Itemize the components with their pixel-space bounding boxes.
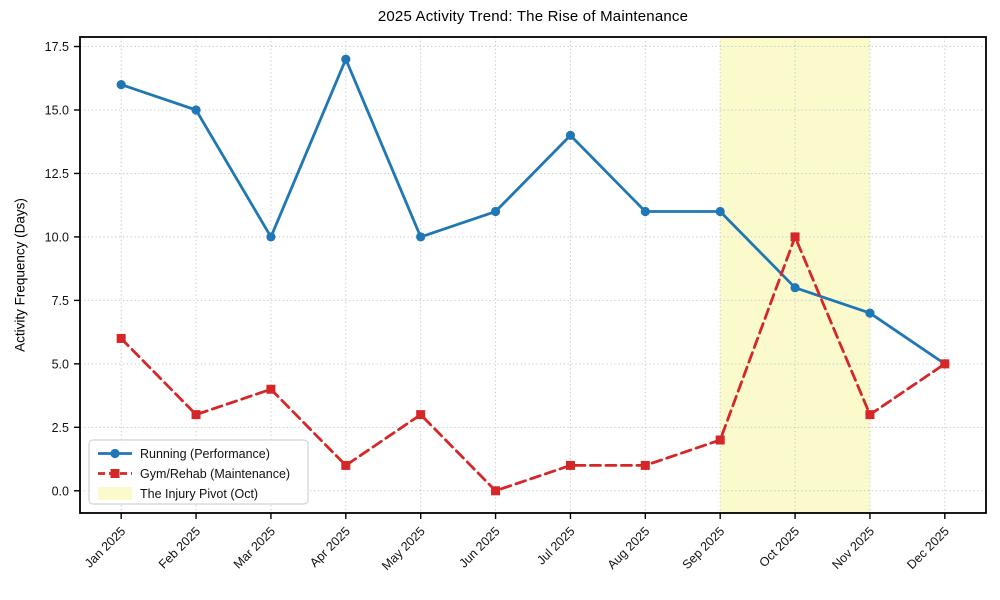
y-tick-label: 10.0 <box>45 230 69 244</box>
x-tick-label: Apr 2025 <box>307 524 353 570</box>
data-point-marker <box>790 232 800 242</box>
data-point-marker <box>565 460 575 470</box>
series-running <box>116 54 950 369</box>
series-gym-rehab <box>116 232 950 496</box>
y-tick-label: 2.5 <box>52 421 69 435</box>
data-point-marker <box>715 206 725 217</box>
data-point-marker <box>191 410 201 420</box>
data-point-marker <box>266 384 276 394</box>
data-point-marker <box>116 80 126 90</box>
x-tick-label: Dec 2025 <box>904 524 952 572</box>
x-tick-label: Oct 2025 <box>756 524 802 570</box>
x-tick-label: Aug 2025 <box>605 524 653 572</box>
data-point-marker <box>865 308 875 318</box>
x-tick-label: Jul 2025 <box>534 524 577 567</box>
data-point-marker <box>715 435 725 445</box>
data-point-marker <box>940 359 950 369</box>
y-tick-label: 7.5 <box>52 294 69 308</box>
y-tick-label: 0.0 <box>52 484 69 498</box>
x-tick-label: Nov 2025 <box>829 524 877 572</box>
y-tick-labels: 0.0 2.5 5.0 7.5 10.0 12.5 15.0 17.5 <box>45 40 69 498</box>
legend-label: Gym/Rehab (Maintenance) <box>140 467 290 481</box>
legend-marker-circle <box>110 448 120 459</box>
legend-marker-square <box>110 469 120 478</box>
chart-title: 2025 Activity Trend: The Rise of Mainten… <box>377 8 689 25</box>
data-point-marker <box>640 460 650 470</box>
data-point-marker <box>341 54 351 64</box>
data-point-marker <box>266 232 276 242</box>
data-point-marker <box>565 130 576 140</box>
data-point-marker <box>341 460 351 470</box>
x-tick-label: Feb 2025 <box>156 524 203 571</box>
x-tick-label: Sep 2025 <box>680 524 728 572</box>
data-point-marker <box>790 283 800 293</box>
data-point-marker <box>490 206 501 217</box>
data-point-marker <box>416 410 426 420</box>
y-tick-label: 17.5 <box>45 40 69 54</box>
plot-border <box>79 36 987 514</box>
legend-band-sample <box>98 487 132 500</box>
data-point-marker <box>416 232 426 242</box>
data-point-marker <box>640 206 650 217</box>
legend: Running (Performance) Gym/Rehab (Maintena… <box>88 439 309 505</box>
x-tick-labels: Jan 2025 Feb 2025 Mar 2025 Apr 2025 May 2025… <box>82 524 952 573</box>
x-tick-label: Mar 2025 <box>231 524 278 571</box>
legend-label: The Injury Pivot (Oct) <box>140 487 258 501</box>
x-tick-label: Jun 2025 <box>456 524 502 570</box>
data-point-marker <box>191 105 201 115</box>
y-tick-label: 12.5 <box>45 167 69 181</box>
data-point-marker <box>491 486 501 496</box>
x-tick-label: Jan 2025 <box>82 524 128 570</box>
legend-box <box>88 439 309 505</box>
y-tick-label: 5.0 <box>52 357 69 371</box>
x-tick-label: May 2025 <box>379 524 428 573</box>
axis-ticks <box>74 45 946 519</box>
y-tick-label: 15.0 <box>45 103 69 117</box>
data-point-marker <box>865 410 875 420</box>
data-point-marker <box>116 333 126 343</box>
legend-label: Running (Performance) <box>140 447 270 461</box>
